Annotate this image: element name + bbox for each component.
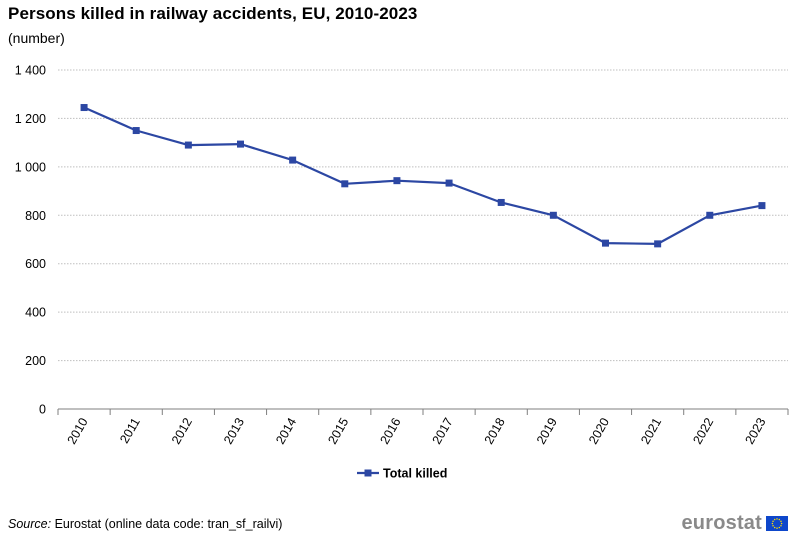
x-tick-label: 2021 — [638, 415, 664, 446]
legend-marker-swatch — [364, 469, 372, 477]
x-tick-label: 2013 — [221, 415, 247, 446]
legend-label-total-killed: Total killed — [383, 467, 447, 481]
data-point-2015: 2015: 930 — [341, 180, 349, 188]
x-tick-label: 2015 — [325, 415, 351, 446]
x-tick-label: 2020 — [586, 415, 612, 446]
chart-title: Persons killed in railway accidents, EU,… — [8, 4, 418, 23]
flag-star — [772, 525, 774, 527]
x-tick-label: 2019 — [534, 415, 560, 446]
eu-flag-icon — [766, 516, 788, 531]
y-tick-label: 1 000 — [15, 160, 46, 174]
flag-star — [780, 522, 783, 525]
flag-star — [778, 518, 781, 521]
series-total-killed: 2010: 1245 2011: 1150 2012: 1090 2013: 1094… — [80, 104, 766, 248]
data-point-2010: 2010: 1245 — [80, 104, 88, 112]
flag-star — [776, 527, 778, 529]
flag-star — [780, 520, 782, 522]
x-tick-label: 2023 — [742, 415, 768, 446]
data-point-2018: 2018: 853 — [497, 198, 505, 206]
y-tick-label: 600 — [25, 257, 46, 271]
data-point-2019: 2019: 800 — [549, 211, 557, 219]
y-tick-label: 200 — [25, 354, 46, 368]
eurostat-logo: eurostat — [681, 512, 788, 535]
flag-star — [780, 525, 782, 527]
x-tick-label: 2022 — [690, 415, 716, 446]
y-tick-label: 1 400 — [15, 64, 46, 78]
flag-star — [778, 526, 781, 529]
gridlines — [58, 69, 788, 362]
data-point-2011: 2011: 1150 — [132, 127, 140, 135]
x-tick-label: 2016 — [377, 415, 403, 446]
flag-star — [771, 522, 774, 525]
data-point-2023: 2023: 840 — [758, 202, 766, 210]
source-text: Eurostat (online data code: tran_sf_rail… — [51, 517, 283, 531]
flag-star — [772, 520, 774, 522]
flag-star — [773, 518, 776, 521]
y-tick-label: 400 — [25, 306, 46, 320]
x-tick-label: 2011 — [117, 415, 143, 445]
data-point-2021: 2021: 682 — [654, 240, 662, 248]
x-tick-label: 2012 — [169, 415, 195, 446]
source-note: Source: Eurostat (online data code: tran… — [8, 517, 282, 531]
eurostat-wordmark: eurostat — [681, 512, 762, 534]
data-point-2020: 2020: 685 — [602, 239, 609, 247]
data-point-2017: 2017: 933 — [445, 179, 453, 187]
y-tick-label: 1 200 — [15, 112, 46, 126]
data-point-2022: 2022: 800 — [706, 211, 714, 219]
x-tick-label: 2014 — [273, 415, 299, 446]
legend: Total killed — [357, 467, 447, 481]
source-label: Source: — [8, 517, 52, 531]
x-tick-label: 2010 — [65, 415, 91, 446]
data-point-2016: 2016: 943 — [393, 177, 401, 185]
series-line-total-killed — [83, 106, 763, 245]
y-tick-label: 0 — [39, 403, 46, 417]
flag-star — [773, 526, 776, 529]
y-tick-label: 800 — [25, 209, 46, 223]
chart-subtitle: (number) — [8, 30, 65, 46]
data-point-2014: 2014: 1028 — [289, 156, 297, 164]
x-tick-label: 2018 — [482, 415, 508, 446]
flag-star — [776, 518, 778, 520]
data-point-2012: 2012: 1090 — [184, 141, 192, 149]
y-axis: 0 200 400 600 800 1 000 1 200 1 400 — [15, 64, 46, 417]
x-axis: 2010 2011 2012 2013 2014 2015 2016 2017 2018 2019… — [57, 408, 789, 447]
data-point-2013: 2013: 1094 — [237, 140, 244, 148]
x-tick-label: 2017 — [430, 415, 456, 446]
